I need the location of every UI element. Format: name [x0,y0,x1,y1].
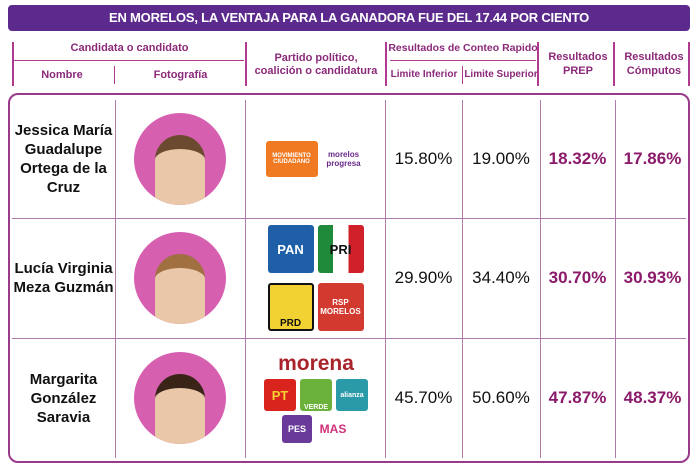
divider [390,60,536,61]
candidate-photo [134,232,226,324]
party-logo: morelos progresa [321,134,366,184]
upper-limit: 50.60% [472,388,530,407]
computos-result: 17.86% [623,149,682,168]
results-table [8,93,690,463]
divider [12,218,686,219]
party-logo: VERDE [300,379,332,411]
header-party: Partido político, coalición o candidatur… [254,52,378,77]
divider [14,60,244,61]
divider [615,100,616,458]
header-prep: Resultados PREP [548,51,608,77]
divider [540,100,541,458]
header-quick-count: Resultados de Conteo Rapido [388,42,538,54]
header-photo: Fotografía [153,69,208,81]
candidate-name: Margarita González Saravia [29,370,98,426]
party-logo: MOVIMIENTO CIUDADANO [265,141,318,177]
divider [245,100,246,458]
upper-limit: 34.40% [472,268,530,287]
header-name: Nombre [41,69,83,81]
prep-result: 47.87% [548,388,607,407]
lower-limit: 29.90% [394,268,453,287]
party-logo: alianza [336,379,368,411]
computos-result: 30.93% [623,268,682,287]
divider [613,42,615,86]
candidate-photo [134,113,226,205]
photo-cell [115,218,245,338]
header-lower: Limite Inferior [390,69,458,80]
divider [114,66,115,84]
divider [12,42,14,86]
divider [245,42,247,86]
party-logo: PRI [317,225,364,273]
party-logo: MAS [316,415,350,443]
photo-cell [115,338,245,458]
lower-limit: 45.70% [394,388,453,407]
candidate-name: Lucía Virginia Meza Guzmán [13,260,114,296]
lower-limit: 15.80% [394,149,453,168]
divider [462,66,463,84]
divider [537,42,539,86]
divider [385,42,387,86]
page-title: EN MORELOS, LA VENTAJA PARA LA GANADORA … [8,5,690,31]
header-upper: Limite Superior [464,69,538,80]
candidate-name: Jessica María Guadalupe Ortega de la Cru… [14,122,113,196]
computos-result: 48.37% [623,388,682,407]
divider [12,338,686,339]
candidate-photo [134,352,226,444]
party-logos: PAN PRI PRD RSP MORELOS [258,220,373,336]
prep-result: 18.32% [548,149,607,168]
upper-limit: 19.00% [472,149,530,168]
header-computos: Resultados Cómputos [624,51,684,77]
party-logo: morena [278,352,354,375]
prep-result: 30.70% [548,268,607,287]
photo-cell [115,100,245,218]
party-logos: MOVIMIENTO CIUDADANO morelos progresa [246,100,385,218]
party-logo: PRD [267,283,314,331]
party-logos: morena PT VERDE alianza PES MAS [250,342,382,454]
party-logo: RSP MORELOS [317,283,364,331]
party-logo: PT [264,379,296,411]
party-logo: PAN [267,225,314,273]
party-logo: PES [282,415,312,443]
header-candidate: Candidata o candidato [70,42,189,54]
divider [688,42,690,86]
divider [385,100,386,458]
divider [115,100,116,458]
divider [462,100,463,458]
